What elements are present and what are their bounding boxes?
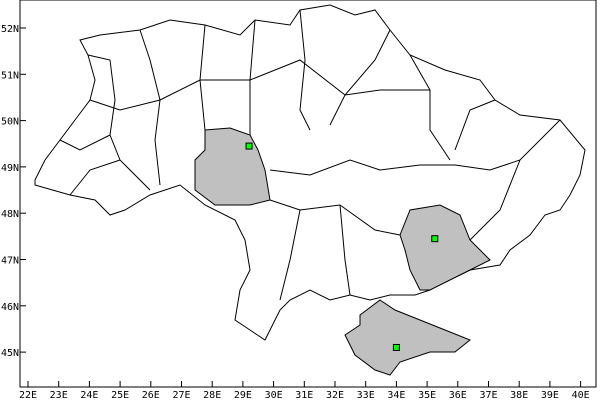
x-tick-label: 40E (572, 390, 590, 400)
region-border (87, 54, 151, 191)
map-frame (19, 0, 597, 388)
x-tick-label: 33E (357, 390, 375, 400)
x-tick-label: 24E (80, 390, 98, 400)
region-border (469, 159, 521, 241)
y-tick-label: 45N (1, 348, 19, 359)
y-tick-label: 47N (1, 256, 19, 267)
location-marker[interactable] (245, 142, 253, 150)
x-tick-label: 23E (50, 390, 68, 400)
x-tick-label: 29E (234, 390, 252, 400)
x-tick-label: 37E (479, 390, 497, 400)
x-axis: 22E 23E 24E 25E 26E 27E 28E 29E 30E 31E 32E 33E 34E 3… (19, 381, 590, 400)
y-tick-label: 48N (1, 209, 19, 220)
x-tick-label: 34E (387, 390, 405, 400)
x-tick-label: 30E (265, 390, 283, 400)
y-axis: 45N 46N 47N 48N 49N 50N 51N 52N (1, 24, 26, 359)
region-zaporizhzhia[interactable] (399, 204, 491, 291)
x-tick-label: 32E (326, 390, 344, 400)
x-tick-label: 25E (111, 390, 129, 400)
x-tick-label: 35E (418, 390, 436, 400)
x-tick-label: 39E (541, 390, 559, 400)
x-tick-label: 28E (203, 390, 221, 400)
region-crimea[interactable] (344, 299, 471, 376)
x-tick-label: 38E (510, 390, 528, 400)
y-tick-label: 51N (1, 70, 19, 81)
country-outline (34, 4, 586, 341)
region-borders (34, 4, 586, 376)
region-border (299, 9, 311, 131)
x-tick-label: 36E (449, 390, 467, 400)
region-border (279, 209, 301, 301)
x-tick-label: 27E (172, 390, 190, 400)
location-marker[interactable] (431, 235, 439, 243)
y-tick-label: 52N (1, 24, 19, 35)
x-tick-label: 22E (19, 390, 37, 400)
y-tick-label: 49N (1, 163, 19, 174)
y-tick-label: 46N (1, 302, 19, 313)
region-border (454, 99, 496, 151)
region-border (409, 54, 451, 161)
region-border (329, 29, 391, 126)
region-border (339, 204, 351, 296)
y-tick-label: 50N (1, 117, 19, 128)
x-tick-label: 26E (142, 390, 160, 400)
region-border (59, 134, 111, 151)
location-marker[interactable] (392, 343, 400, 351)
x-tick-label: 31E (295, 390, 313, 400)
region-border (69, 159, 121, 196)
region-border (89, 59, 430, 111)
markers (245, 142, 439, 351)
region-border (269, 119, 561, 176)
